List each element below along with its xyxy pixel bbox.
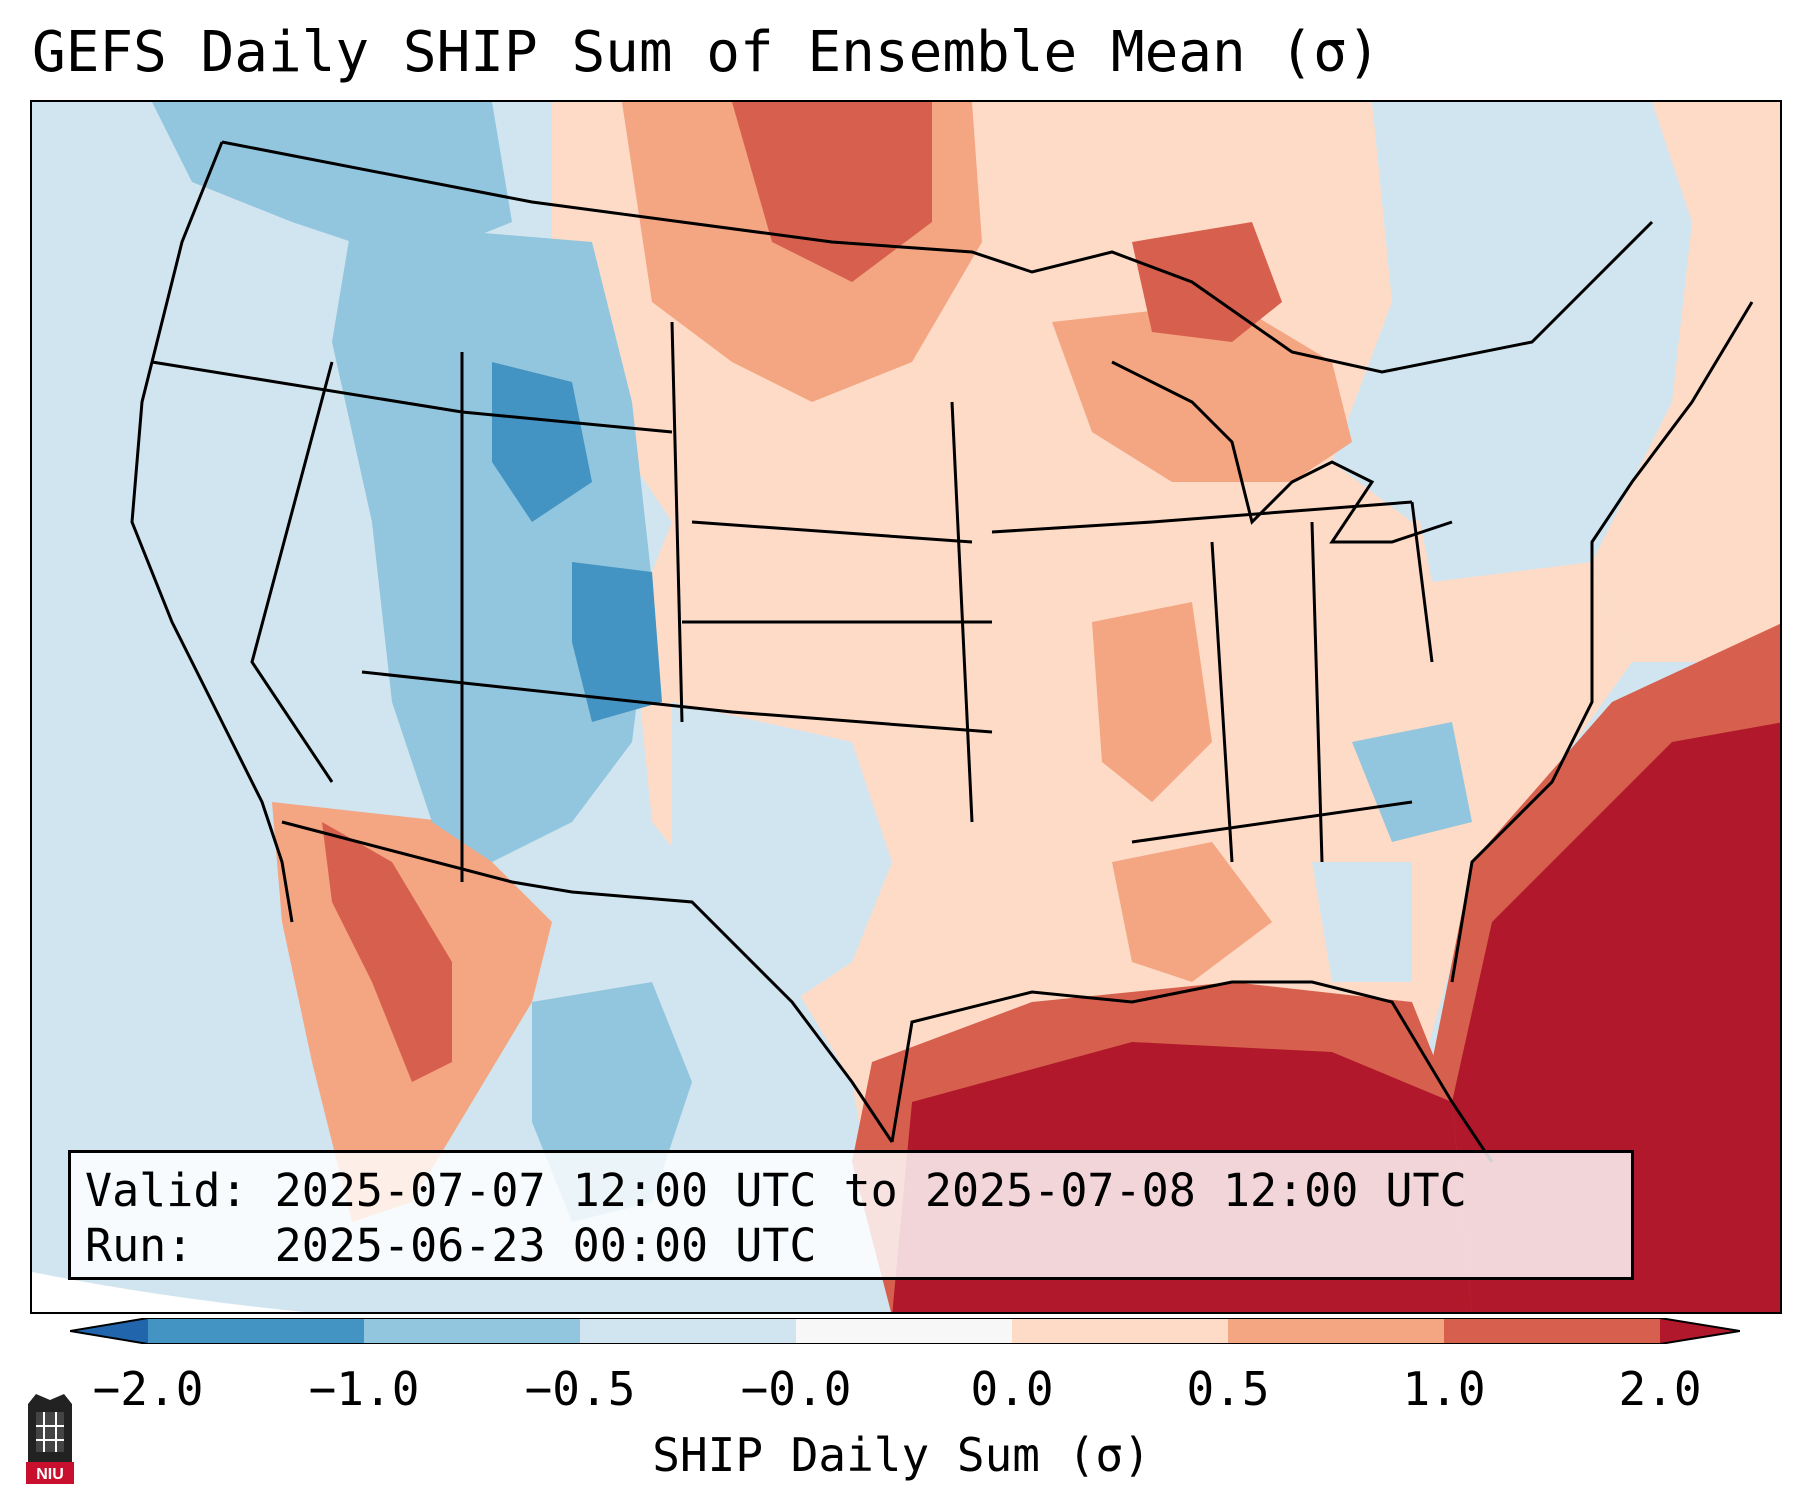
projection-edge xyxy=(32,1272,306,1312)
state-line-8 xyxy=(991,500,1413,534)
warm-region-medium-midwest xyxy=(1092,602,1212,802)
colorbar-segment xyxy=(1012,1318,1228,1344)
west-coast xyxy=(130,141,294,923)
warm-region-medium-south xyxy=(1112,842,1272,982)
colorbar-tick-label: −0.5 xyxy=(524,1362,636,1416)
colorbar xyxy=(70,1318,1740,1344)
colorbar-segment xyxy=(364,1318,580,1344)
anomaly-map xyxy=(32,102,1780,1312)
colorbar-label: SHIP Daily Sum (σ) xyxy=(652,1428,1151,1482)
colorbar-tick-label: 0.0 xyxy=(970,1362,1054,1416)
colorbar-segment xyxy=(580,1318,796,1344)
cool-region-strong-wyoming xyxy=(492,362,592,522)
colorbar-segment xyxy=(1444,1318,1660,1344)
cool-region-northeast xyxy=(1412,462,1592,582)
map-panel xyxy=(30,100,1782,1314)
cool-region-carolinas xyxy=(1352,722,1472,842)
valid-run-box: Valid: 2025-07-07 12:00 UTC to 2025-07-0… xyxy=(68,1150,1634,1280)
colorbar-tick-label: 2.0 xyxy=(1618,1362,1702,1416)
cool-region-texas xyxy=(672,702,892,1002)
state-line-2 xyxy=(361,670,993,734)
colorbar-tick-label: −1.0 xyxy=(308,1362,420,1416)
great-lakes xyxy=(1111,360,1453,544)
state-line-9 xyxy=(1131,800,1413,844)
colorbar-extend-max xyxy=(1660,1318,1740,1344)
us-mexico-border xyxy=(281,820,894,1143)
colorbar-tick-label: −2.0 xyxy=(92,1362,204,1416)
colorbar-segment xyxy=(148,1318,364,1344)
cool-region-northwest xyxy=(152,102,512,262)
colorbar-segment xyxy=(1228,1318,1444,1344)
niu-logo: NIU xyxy=(26,1394,74,1484)
colorbar-tick-label: −0.0 xyxy=(740,1362,852,1416)
east-coast xyxy=(1450,301,1754,983)
state-line-13 xyxy=(1410,501,1434,663)
cool-region-strong-colorado xyxy=(572,562,662,722)
state-line-12 xyxy=(250,361,334,783)
state-line-11 xyxy=(1310,521,1324,863)
warm-region-dark-lakes xyxy=(1132,222,1282,342)
colorbar-tick-label: 1.0 xyxy=(1402,1362,1486,1416)
logo-text: NIU xyxy=(36,1466,64,1483)
state-line-5 xyxy=(950,401,974,823)
colorbar-extend-min xyxy=(70,1318,148,1344)
warm-region-northeast xyxy=(1592,102,1780,662)
us-canada-border xyxy=(221,140,1654,374)
run-time-line: Run: 2025-06-23 00:00 UTC xyxy=(85,1219,817,1272)
warm-region-medium-lakes xyxy=(1052,302,1352,482)
warm-region-southwest-strong xyxy=(322,822,452,1082)
chart-title: GEFS Daily SHIP Sum of Ensemble Mean (σ) xyxy=(32,20,1381,85)
warm-region-dark-north xyxy=(732,102,932,282)
colorbar-tick-label: 0.5 xyxy=(1186,1362,1270,1416)
cool-region-ontario xyxy=(1372,102,1672,422)
boundary-lines xyxy=(130,140,1754,1163)
colorbar-segment xyxy=(796,1318,1012,1344)
cool-region-georgia xyxy=(1312,862,1412,982)
state-line-10 xyxy=(1210,541,1234,863)
valid-time-line: Valid: 2025-07-07 12:00 UTC to 2025-07-0… xyxy=(85,1164,1467,1217)
state-line-6 xyxy=(691,520,973,544)
state-line-3 xyxy=(670,321,684,723)
gulf-coast xyxy=(890,980,1494,1163)
